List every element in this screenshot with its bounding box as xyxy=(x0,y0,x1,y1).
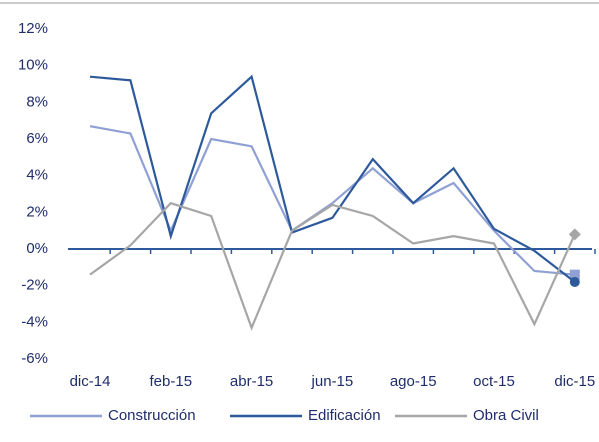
x-tick-label: jun-15 xyxy=(311,373,354,390)
x-tick-label: abr-15 xyxy=(230,373,273,390)
legend-label: Construcción xyxy=(108,407,196,424)
end-marker xyxy=(569,269,580,280)
legend-label: Obra Civil xyxy=(473,407,539,424)
y-tick-label: 12% xyxy=(18,20,48,37)
series-line xyxy=(89,201,576,331)
y-tick-label: -6% xyxy=(21,350,48,367)
series-line xyxy=(89,74,576,283)
x-tick-label: oct-15 xyxy=(473,373,515,390)
end-marker xyxy=(568,228,581,241)
y-tick-label: -4% xyxy=(21,313,48,330)
y-tick-label: 10% xyxy=(18,57,48,74)
y-tick-label: 6% xyxy=(26,130,48,147)
legend-label: Edificación xyxy=(308,407,381,424)
y-tick-label: 8% xyxy=(26,93,48,110)
series-line xyxy=(89,125,575,276)
y-tick-label: 0% xyxy=(26,240,48,257)
y-tick-label: 4% xyxy=(26,167,48,184)
x-tick-label: ago-15 xyxy=(390,373,437,390)
y-tick-label: 2% xyxy=(26,203,48,220)
x-tick-label: dic-15 xyxy=(554,373,595,390)
y-tick-label: -2% xyxy=(21,277,48,294)
end-marker xyxy=(569,277,580,287)
x-tick-label: feb-15 xyxy=(150,373,193,390)
x-tick-label: dic-14 xyxy=(70,373,111,390)
